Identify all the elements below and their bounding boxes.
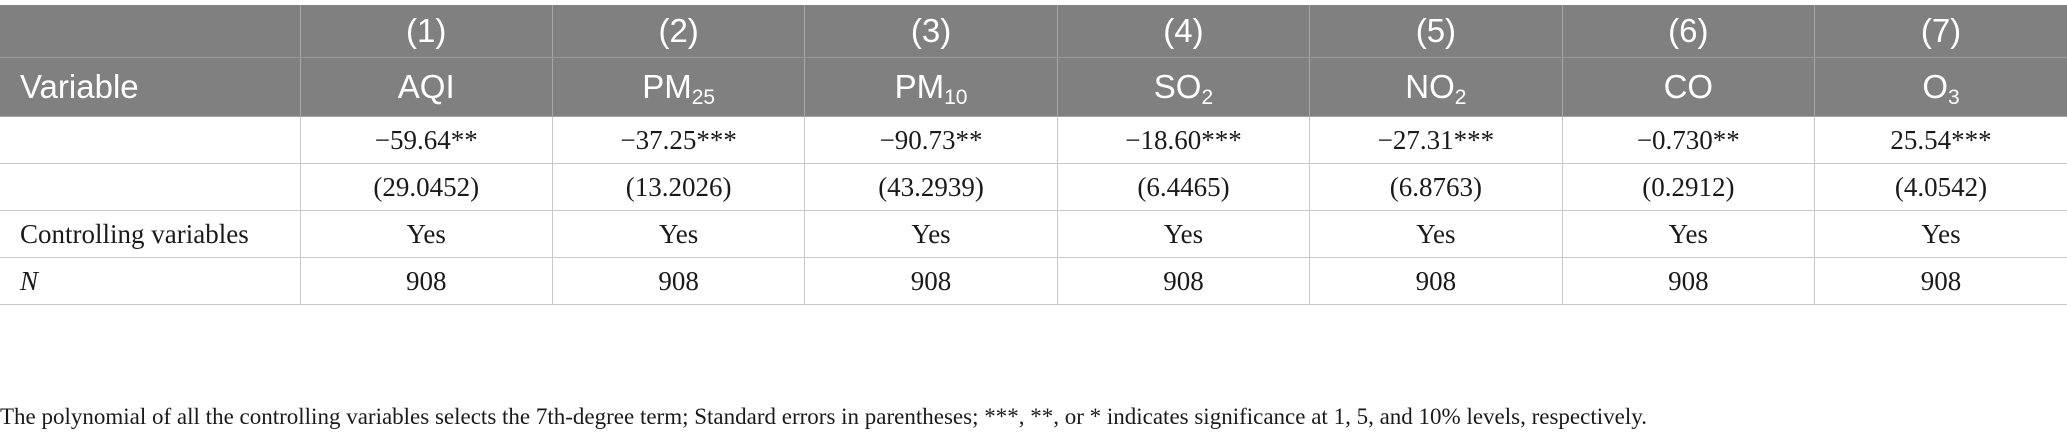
coefficient-cell: −37.25***: [552, 116, 806, 164]
table-row-controlling-variables: Controlling variables Yes Yes Yes Yes Ye…: [0, 210, 2067, 258]
table-cell: 908: [300, 257, 553, 305]
coefficient-cell: −0.730**: [1562, 116, 1816, 164]
table-body: −59.64** −37.25*** −90.73** −18.60*** −2…: [0, 116, 2067, 305]
table-cell: Yes: [1562, 210, 1816, 258]
row-label: [0, 116, 301, 164]
row-label: [0, 163, 301, 211]
column-header-o3: O3: [1814, 57, 2067, 117]
table-cell: 908: [1562, 257, 1816, 305]
standard-error-cell: (0.2912): [1562, 163, 1816, 211]
column-header-pm10: PM10: [804, 57, 1058, 117]
standard-error-cell: (4.0542): [1814, 163, 2067, 211]
column-number: (1): [300, 5, 553, 58]
column-header-pm25: PM25: [552, 57, 806, 117]
table-cell: Yes: [804, 210, 1058, 258]
header-blank-cell: [0, 5, 301, 58]
coefficient-cell: −18.60***: [1057, 116, 1311, 164]
table-cell: 908: [804, 257, 1058, 305]
table-row-standard-errors: (29.0452) (13.2026) (43.2939) (6.4465) (…: [0, 163, 2067, 211]
row-label: Controlling variables: [0, 210, 301, 258]
coefficient-cell: −27.31***: [1309, 116, 1563, 164]
table-cell: 908: [1814, 257, 2067, 305]
table-cell: 908: [1057, 257, 1311, 305]
column-header-no2: NO2: [1309, 57, 1563, 117]
table-cell: Yes: [1814, 210, 2067, 258]
variable-header: Variable: [0, 57, 301, 117]
column-number: (7): [1814, 5, 2067, 58]
results-table: (1) (2) (3) (4) (5) (6) (7) Variable AQI…: [0, 5, 2067, 305]
table-row-n: N 908 908 908 908 908 908 908: [0, 257, 2067, 305]
standard-error-cell: (6.8763): [1309, 163, 1563, 211]
coefficient-cell: −59.64**: [300, 116, 553, 164]
column-name-row: Variable AQI PM25 PM10 SO2 NO2 CO O3: [0, 57, 2067, 117]
standard-error-cell: (13.2026): [552, 163, 806, 211]
table-header: (1) (2) (3) (4) (5) (6) (7) Variable AQI…: [0, 5, 2067, 117]
coefficient-cell: −90.73**: [804, 116, 1058, 164]
column-header-aqi: AQI: [300, 57, 553, 117]
column-number: (4): [1057, 5, 1311, 58]
column-header-so2: SO2: [1057, 57, 1311, 117]
table-row-coefficients: −59.64** −37.25*** −90.73** −18.60*** −2…: [0, 116, 2067, 164]
table-cell: Yes: [1057, 210, 1311, 258]
column-number: (6): [1562, 5, 1816, 58]
column-number: (2): [552, 5, 806, 58]
standard-error-cell: (29.0452): [300, 163, 553, 211]
column-number: (5): [1309, 5, 1563, 58]
table-footnote: The polynomial of all the controlling va…: [0, 404, 1647, 429]
coefficient-cell: 25.54***: [1814, 116, 2067, 164]
table-cell: Yes: [552, 210, 806, 258]
row-label: N: [0, 257, 301, 305]
standard-error-cell: (43.2939): [804, 163, 1058, 211]
table-cell: 908: [1309, 257, 1563, 305]
column-number-row: (1) (2) (3) (4) (5) (6) (7): [0, 5, 2067, 58]
column-header-co: CO: [1562, 57, 1816, 117]
column-number: (3): [804, 5, 1058, 58]
table-cell: Yes: [300, 210, 553, 258]
table-cell: 908: [552, 257, 806, 305]
standard-error-cell: (6.4465): [1057, 163, 1311, 211]
table-cell: Yes: [1309, 210, 1563, 258]
